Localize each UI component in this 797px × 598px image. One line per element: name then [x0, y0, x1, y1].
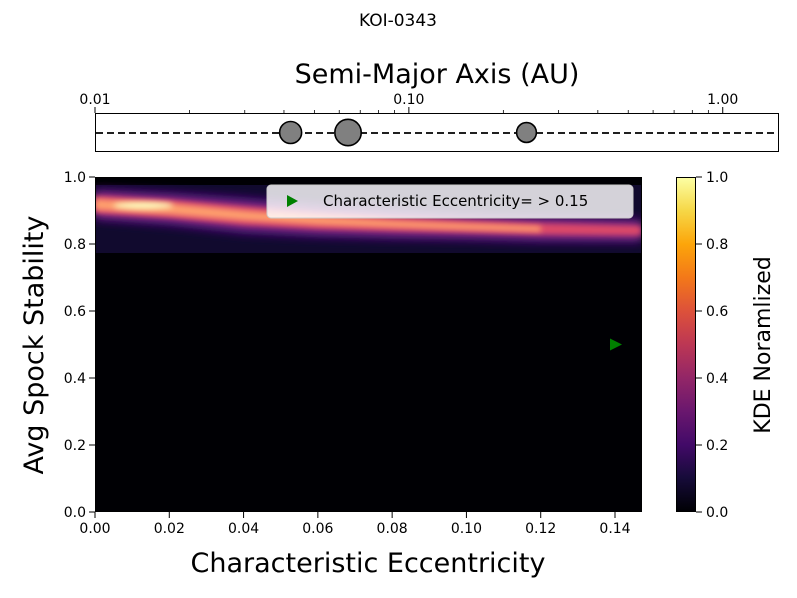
kde-contour-level-4	[95, 199, 541, 232]
y-tick-label: 0.6	[64, 304, 86, 320]
x-tick-label: 0.06	[302, 521, 333, 537]
x-tick-label: 0.08	[377, 521, 408, 537]
top-tick-label: 1.00	[707, 92, 738, 108]
planet-marker	[515, 121, 538, 144]
kde-peak	[113, 201, 174, 209]
eccentricity-marker	[610, 338, 622, 351]
planet-marker	[334, 118, 363, 147]
main-xlabel: Characteristic Eccentricity	[191, 548, 546, 579]
legend-marker-icon	[287, 195, 298, 207]
legend-label: Characteristic Eccentricity= > 0.15	[323, 192, 588, 210]
x-tick-label: 0.12	[525, 521, 556, 537]
colorbar-label: KDE Noramlized	[751, 256, 776, 433]
y-tick-label: 0.4	[64, 371, 86, 387]
main-ylabel: Avg Spock Stability	[19, 216, 50, 475]
heatmap	[95, 177, 641, 512]
legend: Characteristic Eccentricity= > 0.15	[266, 184, 634, 219]
y-tick-label: 1.0	[64, 170, 86, 186]
colorbar	[676, 177, 696, 512]
x-tick-label: 0.00	[79, 521, 110, 537]
planet-markers	[278, 118, 538, 147]
colorbar-tick-label: 0.6	[706, 304, 728, 320]
colorbar-tick-label: 0.4	[706, 371, 728, 387]
main-axes-frame	[95, 177, 642, 512]
main-axis-ticks: 0.00 0.02 0.04 0.06 0.08 0.10 0.12 0.14 0.0 0.2 0.…	[64, 170, 631, 537]
x-tick-label: 0.10	[451, 521, 482, 537]
y-tick-label: 0.8	[64, 237, 86, 253]
colorbar-tick-label: 0.2	[706, 438, 728, 454]
top-tick-label: 0.10	[393, 92, 424, 108]
colorbar-tick-label: 0.8	[706, 237, 728, 253]
top-axis-label: Semi-Major Axis (AU)	[295, 59, 580, 90]
top-tick-label: 0.01	[79, 92, 110, 108]
x-tick-label: 0.14	[599, 521, 630, 537]
colorbar-tick-label: 1.0	[706, 170, 728, 186]
top-axis-ticks: 0.01 0.10 1.00	[79, 92, 738, 113]
legend-box	[266, 184, 634, 219]
figure-title: KOI-0343	[359, 11, 437, 31]
y-tick-label: 0.0	[64, 505, 86, 521]
y-tick-label: 0.2	[64, 438, 86, 454]
planet-marker	[278, 120, 303, 145]
x-tick-label: 0.02	[154, 521, 185, 537]
top-axes-frame	[95, 113, 779, 152]
colorbar-tick-label: 0.0	[706, 505, 728, 521]
x-tick-label: 0.04	[228, 521, 259, 537]
colorbar-ticks: 0.0 0.2 0.4 0.6 0.8 1.0	[696, 170, 728, 521]
